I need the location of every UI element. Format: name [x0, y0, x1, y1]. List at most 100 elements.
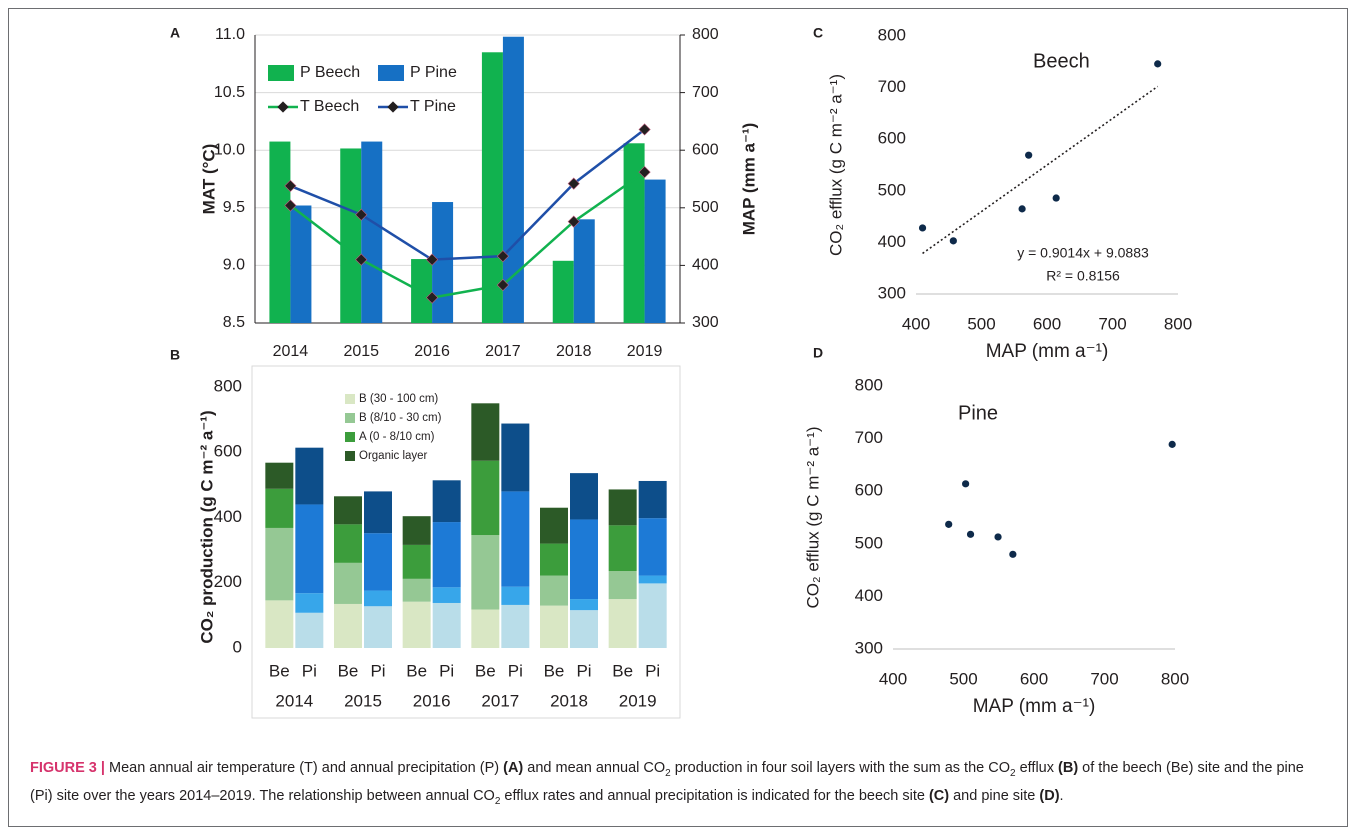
x-tick-label-c: 600	[1033, 314, 1061, 333]
data-point-c	[1025, 151, 1033, 159]
x-tick-label-a: 2019	[627, 343, 663, 360]
stacked-segment-b-be	[471, 403, 500, 461]
legend-label-a: P Beech	[300, 64, 360, 81]
stacked-segment-b-pi	[364, 491, 392, 534]
stacked-segment-b-pi	[364, 590, 392, 607]
site-label-b: Be	[544, 661, 565, 680]
stacked-segment-b-be	[334, 496, 362, 525]
legend-swatch-a	[268, 65, 294, 81]
legend-swatch-b	[345, 394, 355, 404]
stacked-segment-b-be	[471, 460, 500, 536]
x-tick-label-a: 2016	[414, 343, 450, 360]
figure-caption: FIGURE 3 | Mean annual air temperature (…	[30, 757, 1330, 813]
legend-swatch-a	[378, 65, 404, 81]
year-label-b: 2019	[619, 691, 657, 710]
y-tick-label-c: 700	[878, 77, 906, 96]
caption-ref-a: (A)	[503, 760, 524, 776]
stacked-segment-b-pi	[638, 583, 667, 648]
y-axis-title-c: CO₂ efflux (g C m⁻² a⁻¹)	[826, 74, 845, 256]
stacked-segment-b-be	[334, 603, 362, 648]
marker-a	[567, 215, 580, 228]
y-tick-label-d: 800	[855, 375, 883, 394]
tick-label-left-a: 10.5	[214, 84, 245, 101]
marker-a	[496, 278, 509, 292]
caption-text-1: Mean annual air temperature (T) and annu…	[104, 760, 504, 776]
y-tick-label-c: 500	[878, 180, 906, 199]
tick-label-b: 400	[214, 507, 242, 526]
tick-label-b: 0	[233, 637, 242, 656]
marker-a	[638, 166, 651, 179]
data-point-d	[966, 530, 975, 538]
year-label-b: 2017	[481, 691, 519, 710]
y-tick-label-d: 300	[855, 638, 883, 657]
data-point-d	[1009, 550, 1017, 558]
legend-label-a: T Beech	[300, 98, 359, 115]
data-point-d	[1168, 440, 1176, 448]
stacked-segment-b-be	[608, 489, 637, 526]
marker-a	[355, 208, 368, 221]
panel-b: B 0 200 400 600 800 Be Pi 2014 Be Pi 2015 Be Pi 2016 Be…	[170, 347, 681, 719]
x-tick-label-d: 800	[1161, 669, 1189, 688]
tick-label-left-a: 9.0	[223, 257, 245, 274]
data-point-d	[945, 520, 953, 528]
stacked-segment-b-pi	[295, 593, 324, 613]
stacked-segment-b-be	[608, 599, 637, 648]
stacked-segment-b-pi	[570, 473, 598, 520]
y-axis-title-b: CO₂ production (g C m⁻² a⁻¹)	[197, 410, 216, 643]
legend-label-b: B (8/10 - 30 cm)	[359, 412, 442, 424]
marker-a	[496, 250, 509, 263]
caption-text-2: and mean annual CO	[523, 760, 666, 776]
stacked-segment-b-pi	[638, 518, 667, 576]
stacked-segment-b-pi	[432, 480, 461, 523]
y-tick-label-c: 300	[878, 283, 906, 302]
stacked-segment-b-pi	[570, 599, 598, 611]
site-label-b: Pi	[302, 661, 317, 680]
caption-sub-2: 2	[665, 767, 671, 779]
caption-ref-b: (B)	[1058, 760, 1079, 776]
figure-frame	[8, 8, 1348, 827]
data-point-c	[1018, 205, 1026, 213]
stacked-segment-b-pi	[570, 610, 598, 648]
caption-sub-3: 2	[1010, 767, 1016, 779]
stacked-segment-b-pi	[501, 604, 530, 648]
bar-a-p-pine	[432, 202, 454, 323]
y-axis-title-right-a: MAP (mm a⁻¹)	[739, 123, 758, 236]
stacked-segment-b-be	[471, 535, 500, 610]
site-label-b: Pi	[645, 661, 660, 680]
tick-label-left-a: 10.0	[214, 141, 245, 158]
bar-a-p-pine	[573, 219, 595, 323]
x-tick-label-a: 2017	[485, 343, 521, 360]
tick-label-b: 600	[214, 442, 242, 461]
marker-a	[567, 177, 580, 190]
data-point-c	[949, 237, 957, 245]
tick-label-left-a: 9.5	[223, 199, 245, 216]
caption-text-8: .	[1059, 787, 1064, 804]
x-tick-label-c: 700	[1098, 314, 1126, 333]
stacked-segment-b-pi	[295, 504, 324, 594]
data-point-d	[994, 533, 1002, 541]
caption-text-4: efflux	[1015, 760, 1059, 776]
legend-swatch-b	[345, 413, 355, 423]
site-label-b: Be	[475, 661, 496, 680]
x-tick-label-a: 2018	[556, 343, 592, 360]
marker-a	[426, 253, 439, 266]
x-tick-label-d: 600	[1020, 669, 1048, 688]
stacked-segment-b-pi	[364, 533, 392, 591]
marker-a	[355, 253, 368, 266]
site-label-b: Be	[406, 661, 427, 680]
stacked-segment-b-pi	[570, 519, 598, 600]
panel-c-letter: C	[813, 25, 823, 41]
stacked-segment-b-be	[608, 525, 637, 572]
marker-a	[638, 123, 651, 136]
legend-label-a: T Pine	[410, 98, 456, 115]
x-axis-title-c: MAP (mm a⁻¹)	[986, 341, 1109, 362]
stacked-segment-b-pi	[295, 447, 324, 505]
stacked-segment-b-pi	[638, 480, 667, 519]
site-label-b: Be	[338, 661, 359, 680]
stacked-segment-b-be	[402, 544, 431, 579]
year-label-b: 2014	[275, 691, 313, 710]
site-label-b: Pi	[508, 661, 523, 680]
line-a-t-pine	[289, 128, 646, 261]
tick-label-right-a: 700	[692, 84, 719, 101]
stacked-segment-b-be	[540, 605, 568, 648]
